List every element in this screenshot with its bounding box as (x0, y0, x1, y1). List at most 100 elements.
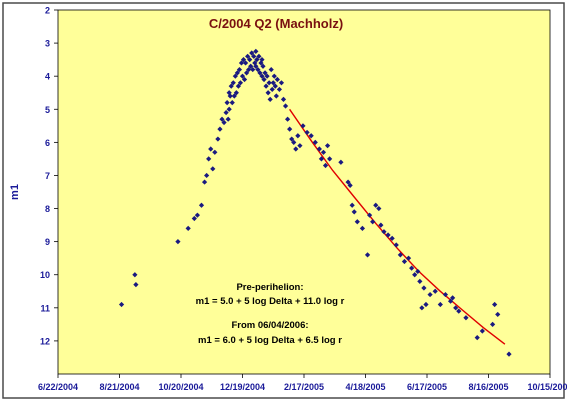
data-point (282, 103, 289, 109)
x-tick-label: 8/16/2005 (468, 382, 508, 392)
annotation-line-2: m1 = 5.0 + 5 log Delta + 11.0 log r (196, 296, 345, 307)
data-point (232, 73, 238, 79)
x-tick-label: 6/22/2004 (38, 382, 78, 392)
data-point (324, 143, 331, 149)
data-point (194, 212, 200, 218)
data-point (223, 109, 229, 116)
data-point (254, 57, 260, 63)
data-point (432, 288, 438, 294)
y-tick-label: 9 (45, 237, 50, 247)
data-point (246, 66, 252, 73)
data-point (287, 126, 293, 132)
y-tick-label: 7 (45, 171, 50, 181)
y-tick-label: 3 (45, 39, 50, 49)
data-point (225, 116, 231, 122)
data-point (230, 80, 236, 86)
data-point (242, 60, 249, 66)
data-point (419, 305, 425, 311)
data-point (251, 53, 257, 59)
data-point (253, 63, 259, 69)
data-point (118, 301, 125, 308)
x-tick-label: 10/15/2005 (527, 382, 567, 392)
fit-curve (289, 108, 506, 345)
data-point (229, 100, 235, 106)
data-point (351, 209, 357, 215)
data-point (506, 351, 512, 357)
data-point (364, 252, 371, 258)
chart-frame (2, 2, 565, 399)
data-point (235, 83, 241, 89)
data-point (367, 212, 373, 218)
data-point (442, 291, 449, 298)
data-point (405, 255, 412, 261)
data-point (239, 73, 246, 79)
data-point (234, 70, 240, 76)
data-point (224, 100, 230, 106)
data-point (293, 146, 299, 152)
fit-curve-group (289, 108, 506, 345)
data-point (289, 136, 295, 142)
data-point (245, 53, 251, 59)
data-point (463, 315, 469, 321)
data-point (265, 90, 271, 96)
data-point (206, 156, 212, 162)
data-point (409, 265, 415, 271)
data-point (300, 123, 306, 129)
data-point (415, 268, 421, 275)
data-points-group (118, 48, 512, 357)
data-point (236, 66, 243, 73)
data-point (269, 86, 275, 93)
data-point (248, 63, 254, 69)
data-point (198, 202, 205, 208)
data-point (261, 76, 267, 83)
data-point (241, 76, 248, 83)
data-point (381, 229, 387, 235)
data-point (327, 156, 333, 162)
x-tick-label: 12/19/2004 (220, 382, 265, 392)
data-point (490, 321, 496, 327)
data-point (226, 106, 232, 112)
data-point (437, 301, 443, 308)
data-point (456, 308, 462, 314)
data-point (285, 116, 291, 122)
data-point (255, 66, 261, 73)
data-point (304, 129, 310, 136)
data-point (272, 83, 278, 89)
data-point (370, 219, 376, 225)
data-point (267, 96, 273, 102)
data-point (238, 60, 245, 66)
data-point (492, 301, 498, 308)
x-tick-label: 10/20/2004 (158, 382, 203, 392)
data-point (215, 136, 221, 142)
annotation-line-4: m1 = 6.0 + 5 log Delta + 6.5 log r (198, 335, 342, 346)
data-point (393, 242, 399, 248)
data-point (268, 66, 274, 73)
data-point (291, 139, 297, 145)
data-point (295, 133, 301, 139)
data-point (450, 295, 456, 301)
data-point (259, 57, 265, 63)
data-point (322, 162, 329, 169)
data-point (389, 235, 395, 241)
data-point (276, 86, 282, 93)
data-point (347, 182, 353, 188)
x-tick-label: 6/17/2005 (407, 382, 447, 392)
data-point (233, 90, 239, 96)
data-point (338, 159, 344, 165)
data-point (263, 83, 269, 89)
data-point (260, 63, 266, 69)
data-point (320, 149, 327, 155)
y-tick-label: 10 (40, 270, 50, 280)
data-point (132, 272, 138, 278)
data-point (262, 70, 268, 76)
x-tick-label: 8/21/2004 (99, 382, 139, 392)
data-point (421, 285, 427, 291)
data-point (354, 219, 360, 225)
data-point (278, 80, 285, 86)
y-axis-title: m1 (9, 184, 21, 200)
data-point (237, 80, 244, 86)
data-point (345, 179, 351, 185)
data-point (271, 73, 277, 79)
data-point (385, 232, 391, 238)
y-tick-label: 8 (45, 204, 50, 214)
